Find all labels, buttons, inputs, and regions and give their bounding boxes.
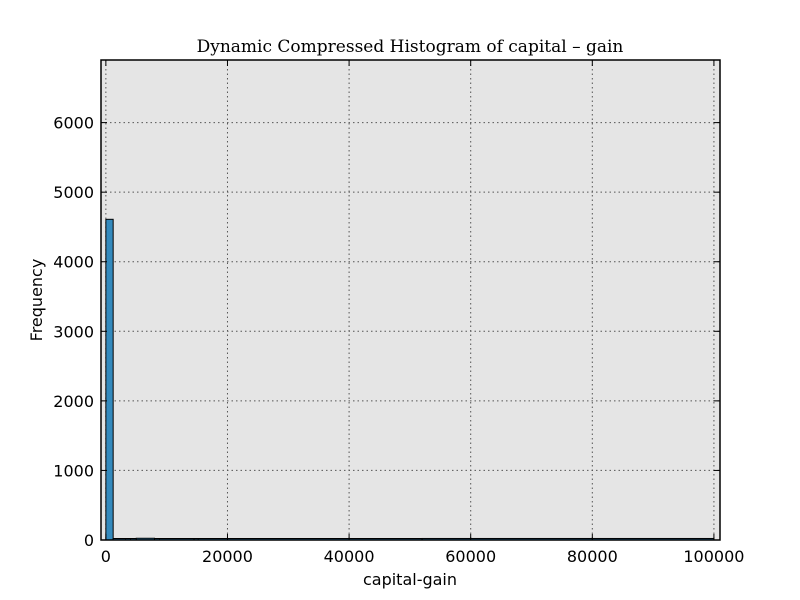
axis-ticks: 0 20000 40000 60000 80000 100000 0 1000 2000 3000… bbox=[53, 60, 744, 566]
x-tick-label: 40000 bbox=[324, 547, 375, 566]
plot-frame bbox=[100, 59, 721, 541]
x-tick-label: 100000 bbox=[683, 547, 744, 566]
histogram-bar bbox=[105, 218, 114, 541]
y-tick-label: 6000 bbox=[53, 114, 94, 133]
x-tick-label: 20000 bbox=[202, 547, 253, 566]
chart-title: Dynamic Compressed Histogram of capital … bbox=[197, 37, 624, 57]
y-tick-label: 2000 bbox=[53, 392, 94, 411]
y-tick-label: 0 bbox=[84, 531, 94, 550]
plot-background bbox=[101, 60, 720, 540]
y-tick-label: 5000 bbox=[53, 183, 94, 202]
x-tick-label: 80000 bbox=[567, 547, 618, 566]
y-tick-label: 4000 bbox=[53, 253, 94, 272]
y-axis-label: Frequency bbox=[27, 259, 46, 342]
x-tick-label: 60000 bbox=[445, 547, 496, 566]
x-axis-label: capital-gain bbox=[363, 570, 457, 589]
y-tick-label: 3000 bbox=[53, 322, 94, 341]
y-tick-label: 1000 bbox=[53, 461, 94, 480]
x-tick-label: 0 bbox=[101, 547, 111, 566]
